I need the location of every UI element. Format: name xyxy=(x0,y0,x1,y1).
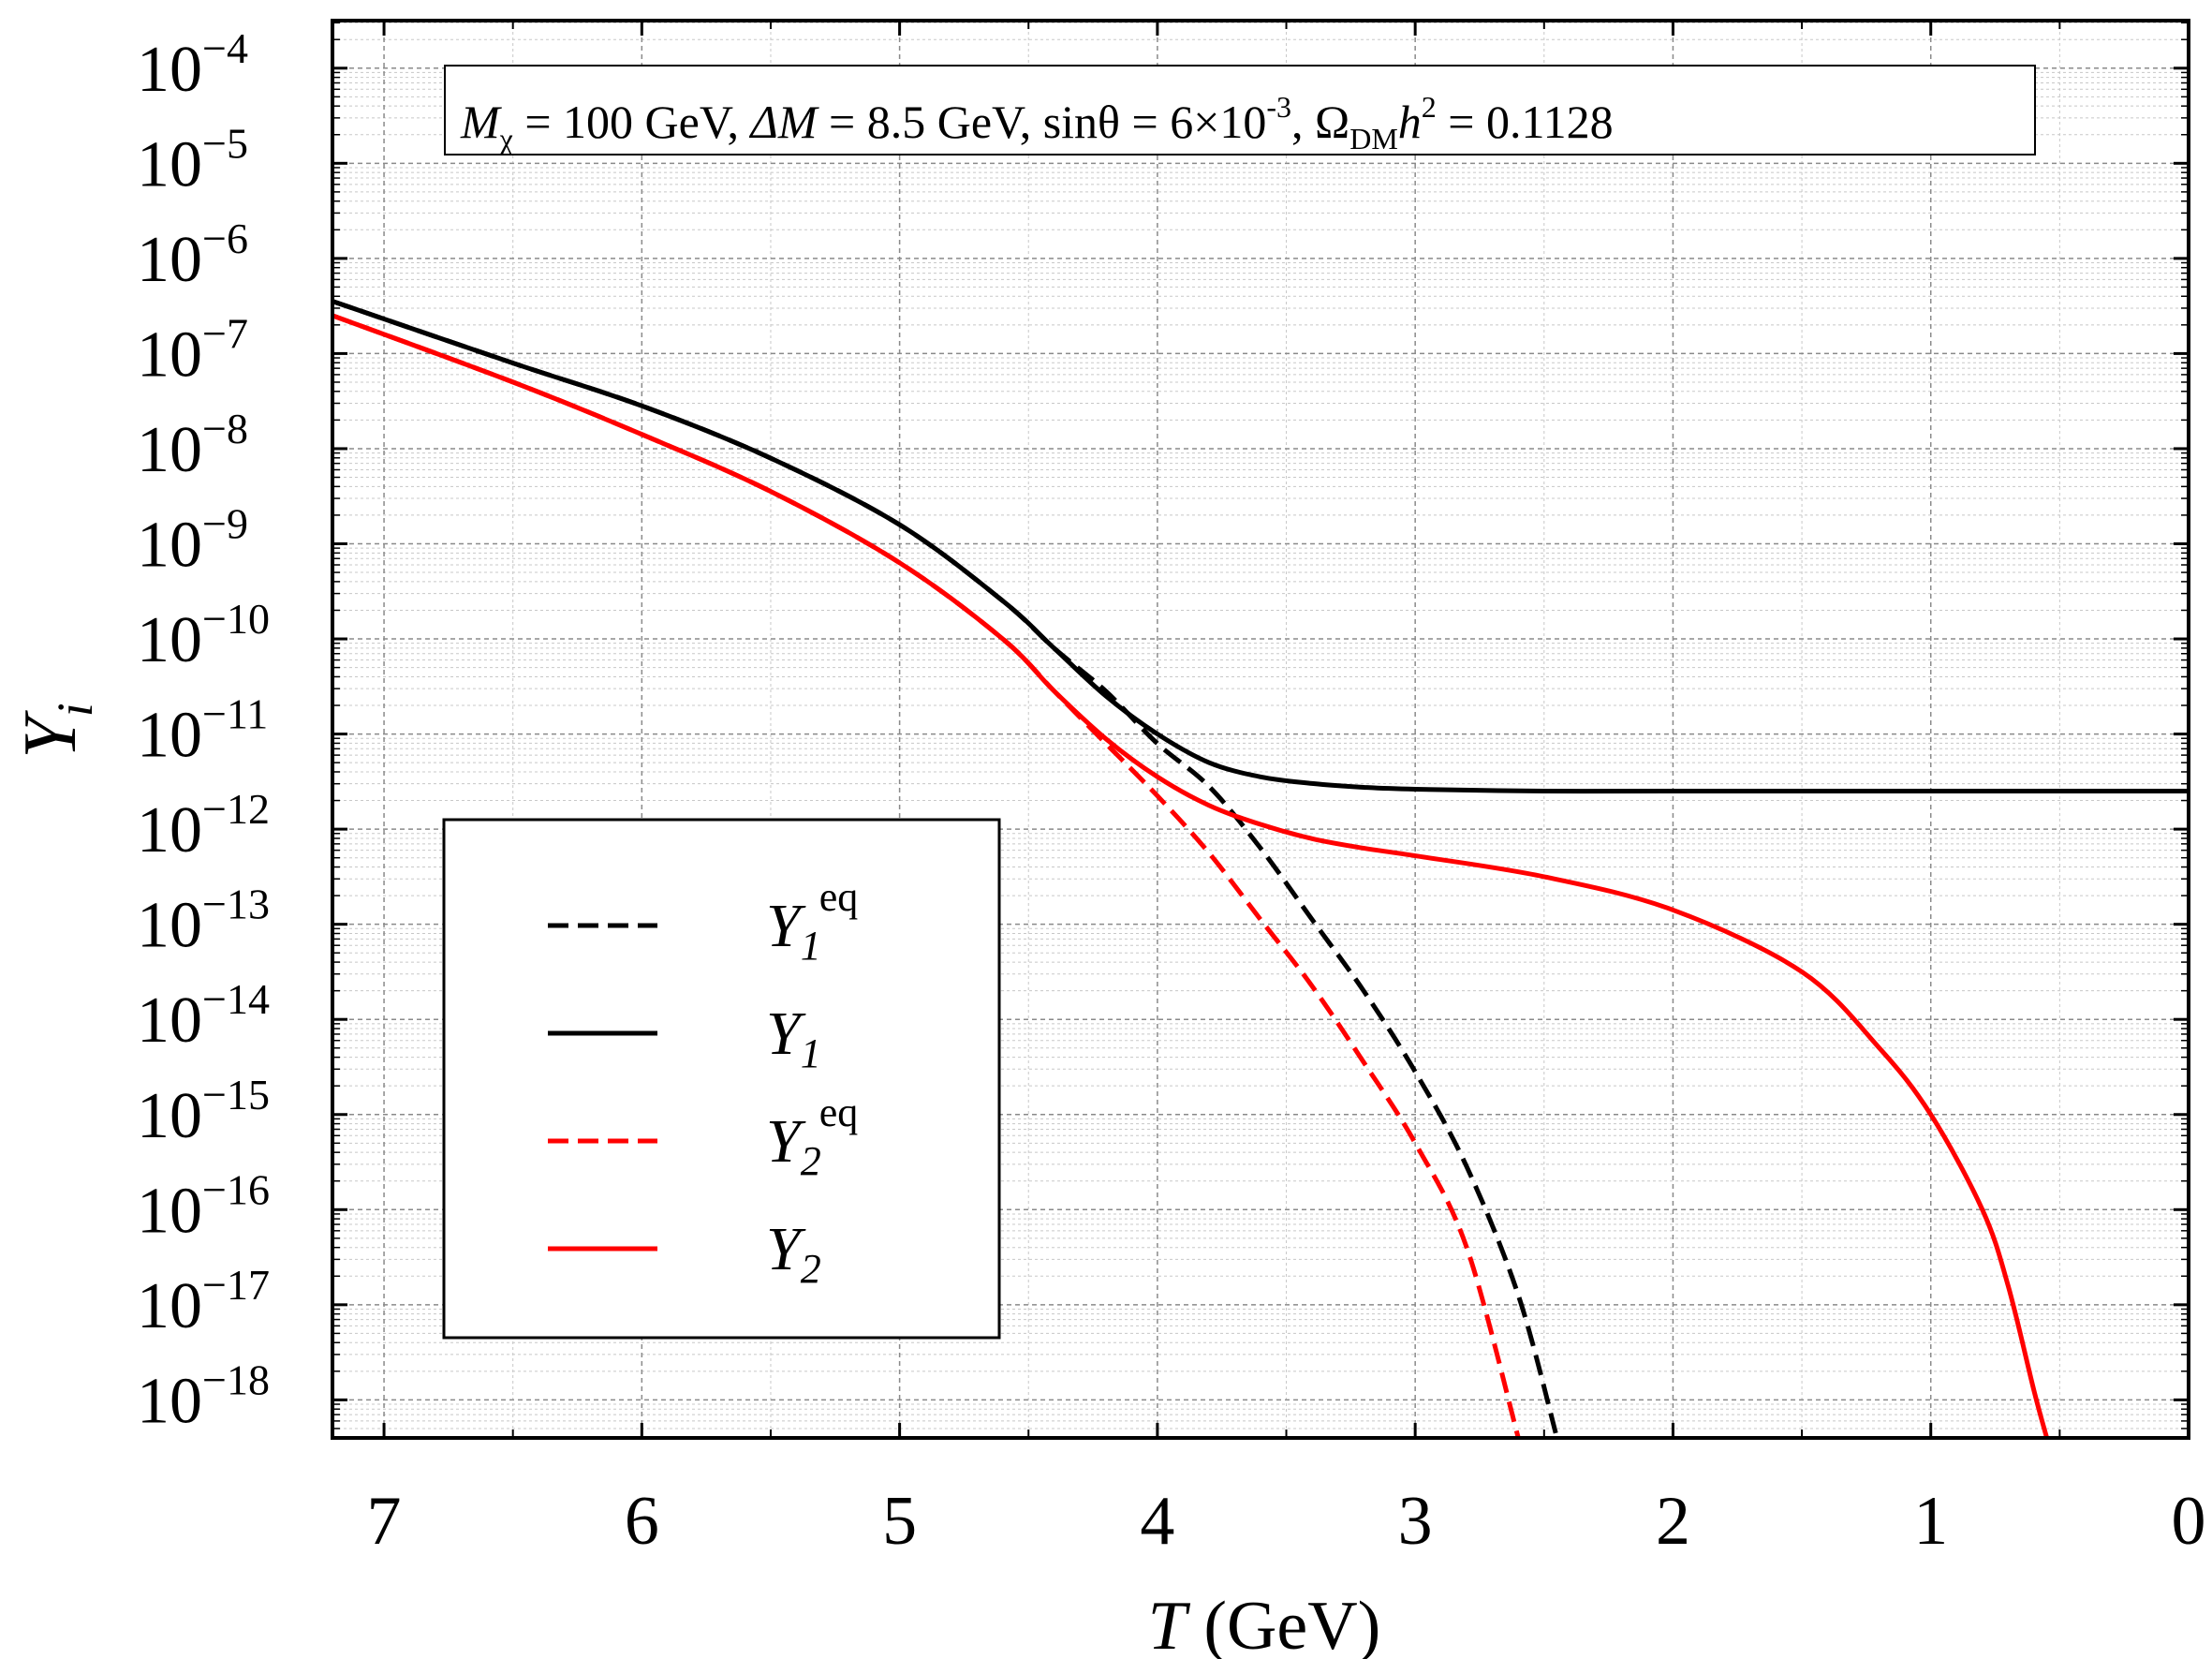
axes xyxy=(331,19,2190,1440)
ann-omega-sub: DM xyxy=(1349,122,1398,156)
y-tick-label: 10−6 xyxy=(137,215,248,296)
y-tick-label: 10−9 xyxy=(137,499,248,581)
x-tick-label: 2 xyxy=(1656,1483,1690,1560)
ticks: 7 6 5 4 3 2 1 0 10−4 10−5 10−6 10−7 10−8 10−9 10−10 10−… xyxy=(137,21,2206,1560)
ann-m-val: = 100 GeV, xyxy=(513,96,751,148)
y-tick-label: 10−8 xyxy=(137,405,248,486)
x-tick-label: 4 xyxy=(1140,1483,1174,1560)
ann-dm-val: = 8.5 GeV, sinθ = 6×10 xyxy=(818,96,1267,148)
series-line-3 xyxy=(332,313,2050,1438)
y-tick-label: 10−17 xyxy=(137,1261,270,1342)
ann-h-exp: 2 xyxy=(1422,90,1437,124)
legend: Y1eq Y1 Y2eq Y2 xyxy=(442,818,1001,1340)
annotation-text: Mχ = 100 GeV, ΔM = 8.5 GeV, sinθ = 6×10-… xyxy=(460,90,1614,156)
ann-comma: , xyxy=(1291,96,1315,148)
x-tick-label: 0 xyxy=(2172,1483,2206,1560)
y-tick-label: 10−5 xyxy=(137,119,248,200)
series-line-1 xyxy=(332,299,2189,794)
ann-h: h xyxy=(1398,96,1422,148)
y-tick-label: 10−7 xyxy=(137,309,248,391)
x-tick-label: 6 xyxy=(625,1483,659,1560)
y-tick-label: 10−12 xyxy=(137,785,270,867)
y-tick-label: 10−11 xyxy=(137,690,268,772)
legend-lines xyxy=(548,923,657,1252)
y-tick-label: 10−13 xyxy=(137,881,270,962)
legend-label-y1: Y1 xyxy=(766,1000,821,1076)
x-axis-title: T (GeV) xyxy=(1148,1588,1381,1659)
legend-label-y2: Y2 xyxy=(766,1215,821,1292)
ann-omega: Ω xyxy=(1315,96,1349,148)
curves xyxy=(332,299,2189,1438)
legend-frame xyxy=(442,818,1001,1340)
y-tick-label: 10−16 xyxy=(137,1165,270,1247)
x-tick-label: 7 xyxy=(367,1483,402,1560)
ann-dm-sym: ΔM xyxy=(749,96,819,148)
plot-frame xyxy=(331,19,2190,1440)
annotation-frame xyxy=(444,65,2036,156)
y-tick-label: 10−14 xyxy=(137,975,270,1057)
legend-label-y1eq: Y1eq xyxy=(766,874,858,969)
x-tick-label: 5 xyxy=(882,1483,917,1560)
ann-omega-val: = 0.1128 xyxy=(1437,96,1614,148)
y-axis-title: Yi xyxy=(9,703,103,759)
annotation-box: Mχ = 100 GeV, ΔM = 8.5 GeV, sinθ = 6×10-… xyxy=(444,65,2036,156)
ann-m-sym: M xyxy=(460,96,502,148)
y-tick-label: 10−4 xyxy=(137,24,248,106)
ann-m-sub: χ xyxy=(499,122,514,156)
y-tick-label: 10−10 xyxy=(137,595,270,676)
y-tick-label: 10−18 xyxy=(137,1355,270,1437)
x-tick-label: 1 xyxy=(1913,1483,1948,1560)
ann-sin-exp: -3 xyxy=(1266,90,1291,124)
x-tick-label: 3 xyxy=(1398,1483,1433,1560)
series-line-0 xyxy=(332,299,1559,1438)
y-tick-label: 10−15 xyxy=(137,1071,270,1152)
legend-label-y2eq: Y2eq xyxy=(766,1089,858,1184)
